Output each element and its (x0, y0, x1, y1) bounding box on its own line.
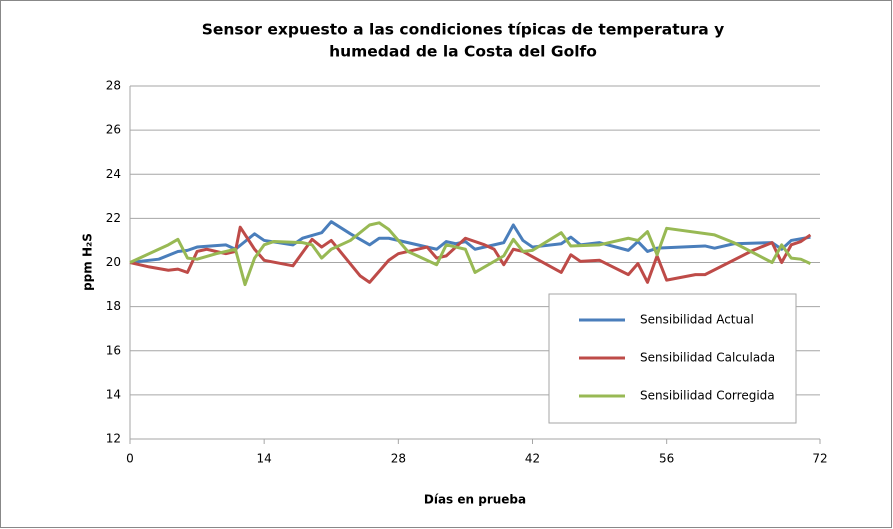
y-tick-label: 20 (106, 255, 121, 269)
y-tick-label: 22 (106, 211, 121, 225)
x-tick-label: 28 (391, 452, 406, 466)
x-axis-title: Días en prueba (424, 493, 526, 507)
legend-label: Sensibilidad Corregida (640, 389, 775, 403)
y-tick-label: 12 (106, 432, 121, 446)
x-tick-label: 0 (126, 452, 134, 466)
y-tick-label: 28 (106, 79, 121, 93)
chart-title: humedad de la Costa del Golfo (329, 43, 597, 61)
y-tick-label: 14 (106, 387, 121, 401)
legend-label: Sensibilidad Actual (640, 313, 754, 327)
y-tick-label: 18 (106, 299, 121, 313)
x-tick-label: 56 (659, 452, 674, 466)
y-tick-label: 16 (106, 343, 121, 357)
legend-label: Sensibilidad Calculada (640, 351, 775, 365)
y-tick-label: 26 (106, 123, 121, 137)
x-tick-label: 72 (812, 452, 827, 466)
series-line (129, 221, 812, 287)
x-tick-label: 14 (257, 452, 272, 466)
y-axis-title: ppm H₂S (81, 233, 95, 291)
x-tick-label: 42 (525, 452, 540, 466)
y-tick-label: 24 (106, 167, 121, 181)
chart-title: Sensor expuesto a las condiciones típica… (202, 21, 725, 39)
